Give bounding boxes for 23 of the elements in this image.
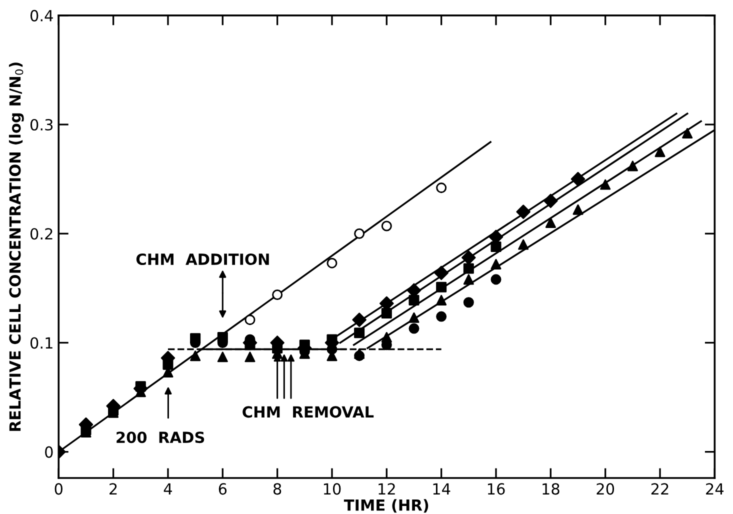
annotation: CHM REMOVAL — [242, 406, 374, 418]
x-tick-label: 0 — [54, 483, 62, 495]
y-tick-label: 0.2 — [30, 228, 52, 240]
x-tick-label: 14 — [433, 483, 450, 494]
x-tick-label: 16 — [488, 483, 505, 495]
x-tick-label: 2 — [110, 483, 117, 494]
annotation: CHM ADDITION — [136, 253, 269, 266]
x-tick-label: 12 — [378, 483, 395, 494]
x-tick-label: 10 — [324, 483, 341, 495]
x-tick-label: 24 — [706, 483, 724, 494]
y-tick-label: 0.1 — [30, 337, 52, 349]
x-tick-label: 6 — [218, 483, 227, 495]
y-tick-label: 0.4 — [30, 10, 53, 22]
x-tick-label: 4 — [164, 483, 172, 494]
x-tick-label: 22 — [651, 483, 668, 494]
annotation: 200 RADS — [116, 432, 204, 444]
x-tick-label: 18 — [542, 483, 560, 495]
y-axis-title: RELATIVE CELL CONCENTRATION (log N/N$_{0}$) — [8, 62, 24, 431]
y-tick-label: 0 — [45, 446, 53, 458]
x-tick-label: 20 — [596, 483, 614, 495]
y-tick-label: 0.3 — [30, 118, 53, 131]
x-tick-label: 8 — [273, 483, 282, 495]
x-axis-title: TIME (HR) — [344, 499, 428, 513]
